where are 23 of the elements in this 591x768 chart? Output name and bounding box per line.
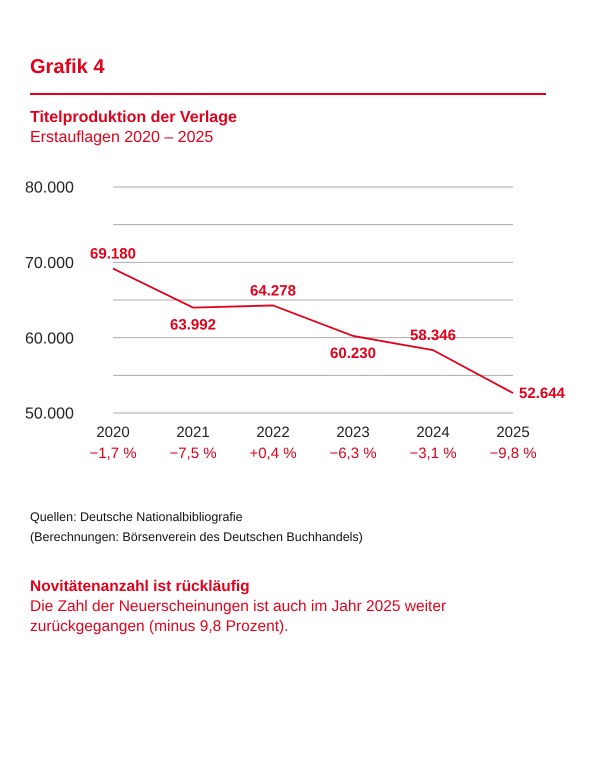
x-tick-label: 2022 +0,4 % [249,424,297,462]
x-tick-label: 2024 −3,1 % [409,424,457,462]
chart-title: Grafik 4 [30,55,106,79]
chart-subtitle: Titelproduktion der Verlage Erstauflagen 2020 – 2025 [30,109,238,147]
x-tick-label: 2025 −9,8 % [489,424,537,462]
y-tick-label: 50.000 [25,406,74,423]
x-tick-label: 2023 −6,3 % [329,424,377,462]
data-label: 63.992 [170,316,216,334]
data-label: 58.346 [410,327,456,344]
text: Novitätenanzahl ist rückläufig [30,577,251,597]
data-label: 60.230 [330,344,376,362]
line-series [112,268,514,394]
data-label: 52.644 [519,385,566,402]
data-label: 64.278 [250,282,296,300]
data-label: 69.180 [90,246,136,263]
source-note: Quellen: Deutsche Nationalbibliografie [30,509,244,526]
y-tick-label: 80.000 [25,180,74,197]
text: (Berechnungen: Börsenverein des Deutschen Buchhandels) [30,529,364,546]
y-tick-label: 60.000 [25,330,74,348]
x-tick-label: 2020 −1,7 % [89,424,137,462]
x-tick-label: 2021 −7,5 % [169,424,217,462]
text: Die Zahl der Neuerscheinungen ist auch im Jahr 2025 weiter zurückgegangen (minus 9,8 Prozent). [30,597,448,637]
y-tick-label: 70.000 [25,255,74,272]
